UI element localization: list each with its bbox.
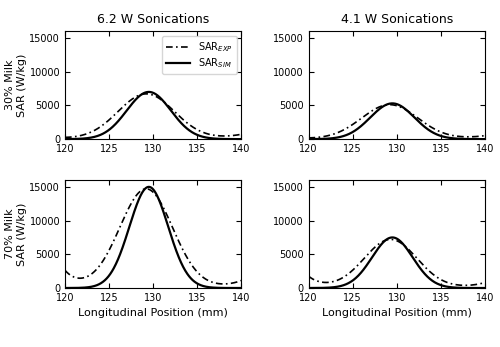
Y-axis label: 70% Milk
SAR (W/kg): 70% Milk SAR (W/kg)	[5, 202, 26, 266]
X-axis label: Longitudinal Position (mm): Longitudinal Position (mm)	[322, 308, 472, 319]
Title: 6.2 W Sonications: 6.2 W Sonications	[97, 13, 210, 26]
X-axis label: Longitudinal Position (mm): Longitudinal Position (mm)	[78, 308, 228, 319]
Title: 4.1 W Sonications: 4.1 W Sonications	[340, 13, 453, 26]
Legend: SAR$_{EXP}$, SAR$_{SIM}$: SAR$_{EXP}$, SAR$_{SIM}$	[162, 36, 236, 74]
Y-axis label: 30% Milk
SAR (W/kg): 30% Milk SAR (W/kg)	[5, 53, 26, 117]
